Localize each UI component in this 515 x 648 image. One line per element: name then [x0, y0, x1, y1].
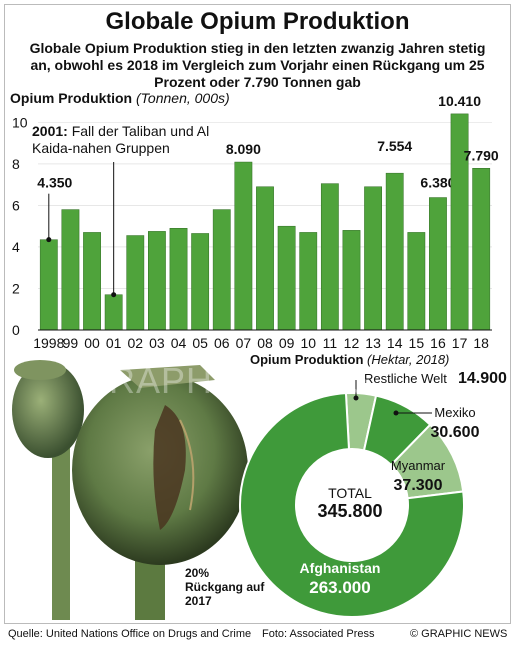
x-tick-label: 05	[192, 335, 208, 351]
slice-value: 14.900	[458, 370, 507, 387]
x-tick-label: 13	[365, 335, 381, 351]
leader-dot	[111, 292, 117, 298]
page-subtitle: Globale Opium Produktion stieg in den le…	[29, 40, 486, 90]
x-tick-label: 1998	[33, 335, 64, 351]
y-tick-label: 6	[12, 197, 20, 213]
bar-data-label: 4.350	[37, 175, 72, 191]
y-tick-label: 8	[12, 156, 20, 172]
pie-chart-unit: (Hektar, 2018)	[367, 352, 450, 367]
y-tick-label: 0	[12, 322, 20, 338]
pie-total-label: TOTAL	[328, 485, 372, 501]
footer: Quelle: United Nations Office on Drugs a…	[0, 624, 515, 648]
x-tick-label: 07	[236, 335, 252, 351]
x-tick-label: 18	[473, 335, 489, 351]
slice-label: Mexiko	[434, 405, 475, 420]
slice-leader-dot	[353, 395, 359, 401]
x-tick-label: 03	[149, 335, 165, 351]
x-tick-label: 00	[84, 335, 100, 351]
annotation-2001: 2001: Fall der Taliban und Al Kaida-nahe…	[32, 123, 222, 157]
x-tick-label: 12	[344, 335, 360, 351]
x-tick-label: 04	[171, 335, 187, 351]
pie-total: TOTAL 345.800	[300, 485, 400, 522]
y-tick-label: 4	[12, 239, 20, 255]
bar-data-label: 7.790	[464, 147, 499, 163]
slice-value: 37.300	[394, 477, 443, 494]
bar-chart-title-text: Opium Produktion	[10, 90, 133, 106]
bar-data-label: 8.090	[226, 141, 261, 157]
x-tick-label: 08	[257, 335, 273, 351]
bar-chart-unit: (Tonnen, 000s)	[136, 90, 230, 106]
annotation-year: 2001:	[32, 123, 68, 139]
decline-note: 20% Rückgang auf 2017	[185, 566, 265, 608]
small-poppy-pod	[12, 360, 84, 620]
x-tick-label: 09	[279, 335, 295, 351]
bar-data-label: 10.410	[438, 93, 481, 109]
y-tick-label: 10	[12, 114, 28, 130]
x-tick-label: 15	[409, 335, 425, 351]
x-tick-label: 10	[300, 335, 316, 351]
slice-value: 263.000	[309, 578, 370, 597]
x-tick-label: 02	[127, 335, 143, 351]
annotation-text: Fall der Taliban und Al Kaida-nahen Grup…	[32, 123, 210, 156]
large-poppy-pod	[72, 365, 248, 620]
bar-data-label: 7.554	[377, 138, 412, 154]
pie-chart-title-text: Opium Produktion	[250, 352, 364, 367]
x-tick-label: 11	[323, 335, 338, 351]
x-tick-label: 14	[387, 335, 403, 351]
footer-credit: © GRAPHIC NEWS	[410, 628, 508, 640]
footer-source: Quelle: United Nations Office on Drugs a…	[8, 628, 252, 640]
slice-leader-dot	[393, 410, 399, 416]
slice-label: Afghanistan	[300, 560, 381, 576]
pie-total-value: 345.800	[317, 501, 383, 521]
y-tick-label: 2	[12, 280, 20, 296]
donut-hole	[297, 450, 407, 560]
slice-label: Myanmar	[391, 458, 446, 473]
footer-photo: Foto: Associated Press	[262, 628, 375, 640]
bar-data-label: 6.380	[420, 175, 455, 191]
x-tick-label: 17	[452, 335, 468, 351]
watermark-text: GRAPHIC NEWS	[80, 360, 375, 401]
x-tick-label: 06	[214, 335, 230, 351]
x-tick-label: 99	[63, 335, 79, 351]
page-title: Globale Opium Produktion	[105, 8, 410, 35]
pie-chart-title: Opium Produktion (Hektar, 2018)	[250, 352, 449, 367]
x-tick-label: 01	[106, 335, 122, 351]
bar-chart-title: Opium Produktion (Tonnen, 000s)	[10, 90, 230, 106]
x-tick-label: 16	[430, 335, 446, 351]
slice-value: 30.600	[431, 424, 480, 441]
donut-slice	[239, 392, 465, 618]
slice-label: Restliche Welt	[364, 371, 447, 386]
leader-dot	[46, 237, 52, 243]
